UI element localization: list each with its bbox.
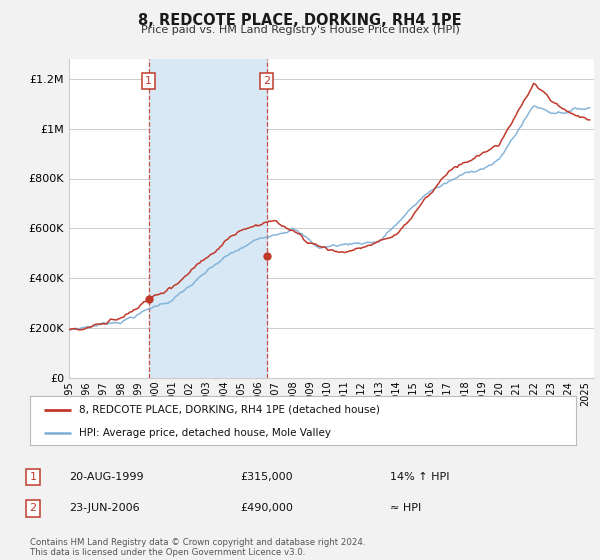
Text: 1: 1 — [145, 76, 152, 86]
Text: 20-AUG-1999: 20-AUG-1999 — [69, 472, 143, 482]
Text: 1: 1 — [29, 472, 37, 482]
Text: 23-JUN-2006: 23-JUN-2006 — [69, 503, 140, 514]
Text: £315,000: £315,000 — [240, 472, 293, 482]
Text: Contains HM Land Registry data © Crown copyright and database right 2024.
This d: Contains HM Land Registry data © Crown c… — [30, 538, 365, 557]
Text: 2: 2 — [263, 76, 270, 86]
Text: 2: 2 — [29, 503, 37, 514]
Text: 8, REDCOTE PLACE, DORKING, RH4 1PE (detached house): 8, REDCOTE PLACE, DORKING, RH4 1PE (deta… — [79, 405, 380, 415]
Text: 14% ↑ HPI: 14% ↑ HPI — [390, 472, 449, 482]
Text: 8, REDCOTE PLACE, DORKING, RH4 1PE: 8, REDCOTE PLACE, DORKING, RH4 1PE — [138, 13, 462, 28]
Text: HPI: Average price, detached house, Mole Valley: HPI: Average price, detached house, Mole… — [79, 428, 331, 438]
Text: Price paid vs. HM Land Registry's House Price Index (HPI): Price paid vs. HM Land Registry's House … — [140, 25, 460, 35]
Text: ≈ HPI: ≈ HPI — [390, 503, 421, 514]
Text: £490,000: £490,000 — [240, 503, 293, 514]
